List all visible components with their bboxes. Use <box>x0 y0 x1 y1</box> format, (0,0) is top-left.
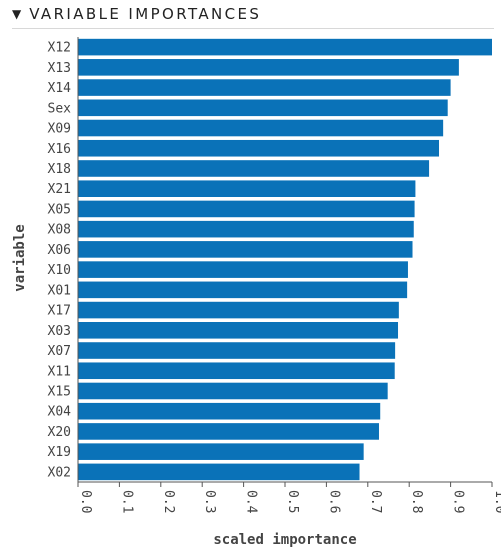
y-tick-label: X02 <box>48 465 71 480</box>
bar-x04 <box>78 402 381 420</box>
x-tick-label: 0.5 <box>285 490 300 513</box>
x-tick-label: 0.8 <box>409 490 424 513</box>
bar-sex <box>78 99 448 117</box>
x-tick-label: 0.3 <box>202 490 217 513</box>
bar-x13 <box>78 59 459 76</box>
x-tick-label: 0.6 <box>326 490 341 513</box>
bar-x11 <box>78 362 395 380</box>
y-tick-label: X04 <box>48 405 72 420</box>
bar-x07 <box>78 342 396 359</box>
bar-x14 <box>78 79 451 96</box>
collapse-caret-icon[interactable]: ▼ <box>12 7 22 21</box>
x-tick-label: 0.9 <box>451 490 466 513</box>
x-tick-label: 0.2 <box>161 490 176 513</box>
y-tick-label: X18 <box>48 162 71 177</box>
header-divider <box>12 28 494 29</box>
bar-x18 <box>78 160 430 177</box>
y-tick-label: X11 <box>48 364 71 379</box>
bar-x21 <box>78 180 416 197</box>
bar-x17 <box>78 301 399 319</box>
y-tick-label: X09 <box>48 122 71 137</box>
y-tick-label: X14 <box>48 81 72 96</box>
bar-x08 <box>78 220 414 238</box>
y-tick-labels: X12 X13 X14 Sex X09 X16 X18 X21 X05 X08 X06 X10 X01 X… <box>48 41 72 481</box>
x-tick-label: 0.4 <box>244 490 259 514</box>
bar-x06 <box>78 241 413 258</box>
bars-group <box>78 38 492 481</box>
bar-x05 <box>78 200 415 218</box>
y-axis-label: variable <box>12 224 28 291</box>
bar-x03 <box>78 322 399 339</box>
bar-x12 <box>78 38 492 56</box>
x-tick-label: 0.1 <box>119 490 134 513</box>
y-tick-label: X13 <box>48 61 71 76</box>
panel-header[interactable]: ▼ VARIABLE IMPORTANCES <box>12 5 261 23</box>
bar-x20 <box>78 423 379 440</box>
y-tick-label: X06 <box>48 243 71 258</box>
y-tick-label: X03 <box>48 324 71 339</box>
bar-x16 <box>78 139 440 157</box>
y-tick-label: Sex <box>48 101 72 116</box>
bar-x15 <box>78 382 388 400</box>
y-tick-label: X08 <box>48 223 71 238</box>
bar-x10 <box>78 261 408 278</box>
x-tick-label: 0.0 <box>78 490 93 513</box>
bar-x09 <box>78 119 444 137</box>
y-tick-label: X15 <box>48 384 71 399</box>
x-tick-label: 0.7 <box>368 490 383 513</box>
bar-x01 <box>78 281 408 299</box>
bar-x02 <box>78 463 360 481</box>
x-axis-label: scaled importance <box>213 532 356 548</box>
bar-x19 <box>78 443 364 460</box>
y-tick-label: X19 <box>48 445 71 460</box>
y-tick-label: X17 <box>48 304 71 319</box>
y-tick-label: X05 <box>48 202 71 217</box>
y-tick-label: X16 <box>48 142 71 157</box>
y-tick-label: X10 <box>48 263 71 278</box>
panel-title: VARIABLE IMPORTANCES <box>29 5 262 23</box>
y-tick-label: X12 <box>48 41 71 56</box>
y-tick-label: X20 <box>48 425 71 440</box>
x-axis: 0.0 0.1 0.2 0.3 0.4 0.5 0.6 0.7 0.8 0.9 1.0 <box>77 37 501 514</box>
y-tick-label: X07 <box>48 344 71 359</box>
y-tick-label: X01 <box>48 283 71 298</box>
x-tick-label: 1.0 <box>492 490 501 513</box>
y-tick-label: X21 <box>48 182 71 197</box>
